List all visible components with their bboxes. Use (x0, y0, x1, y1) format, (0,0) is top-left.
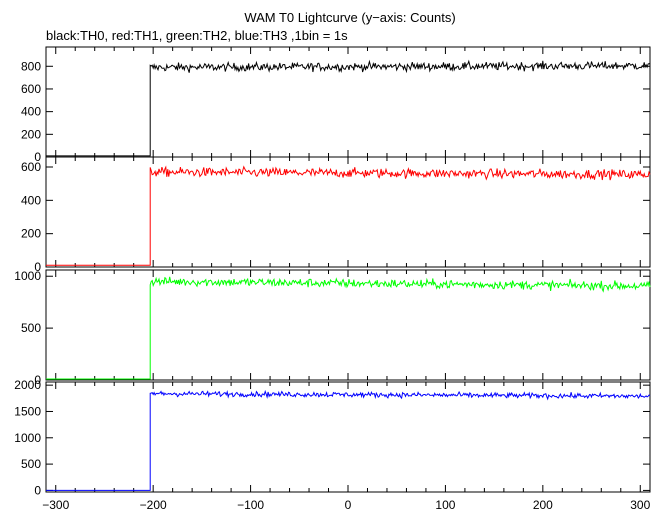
y-tick-label: 500 (21, 457, 41, 471)
x-tick-label: 300 (630, 498, 650, 512)
y-tick-label: 600 (21, 160, 41, 174)
y-tick-label: 200 (21, 227, 41, 241)
panel-th3: 0 500 1000 1500 2000 (14, 378, 651, 497)
x-tick-label: 200 (533, 498, 553, 512)
panel-th1: 0 200 400 600 (21, 156, 651, 274)
panels-group: 0200400600800020040060005001000050010001… (14, 46, 651, 512)
y-tick-label: 800 (21, 59, 41, 73)
chart-title: WAM T0 Lightcurve (y−axis: Counts) (244, 10, 455, 25)
series-line-th3 (46, 389, 651, 491)
y-tick-label: 1000 (14, 269, 41, 283)
x-tick-label: −200 (140, 498, 167, 512)
panel-frame (45, 269, 651, 381)
panel-th0: 0 200 400 600 800 (21, 46, 651, 164)
series-line-th0 (46, 59, 651, 157)
panel-frame (45, 381, 651, 493)
y-tick-label: 400 (21, 193, 41, 207)
y-tick-label: 0 (34, 373, 41, 387)
y-tick-label: 1000 (14, 431, 41, 445)
y-tick-label: 0 (34, 483, 41, 497)
y-tick-label: 600 (21, 82, 41, 96)
y-tick-label: 0 (34, 150, 41, 164)
x-tick-label: 0 (345, 498, 352, 512)
panel-th2: 0 500 1000 (14, 269, 651, 387)
chart-subtitle: black:TH0, red:TH1, green:TH2, blue:TH3 … (46, 28, 348, 43)
x-tick-label: −100 (237, 498, 264, 512)
y-tick-label: 200 (21, 127, 41, 141)
series-line-th1 (46, 165, 651, 266)
y-tick-label: 400 (21, 105, 41, 119)
y-tick-label: 2000 (14, 378, 41, 392)
y-tick-label: 1500 (14, 404, 41, 418)
x-tick-label: 100 (435, 498, 455, 512)
series-line-th2 (46, 276, 651, 380)
panel-frame (45, 46, 651, 158)
y-tick-label: 500 (21, 321, 41, 335)
y-tick-label: 0 (34, 260, 41, 274)
x-tick-label: −300 (42, 498, 69, 512)
